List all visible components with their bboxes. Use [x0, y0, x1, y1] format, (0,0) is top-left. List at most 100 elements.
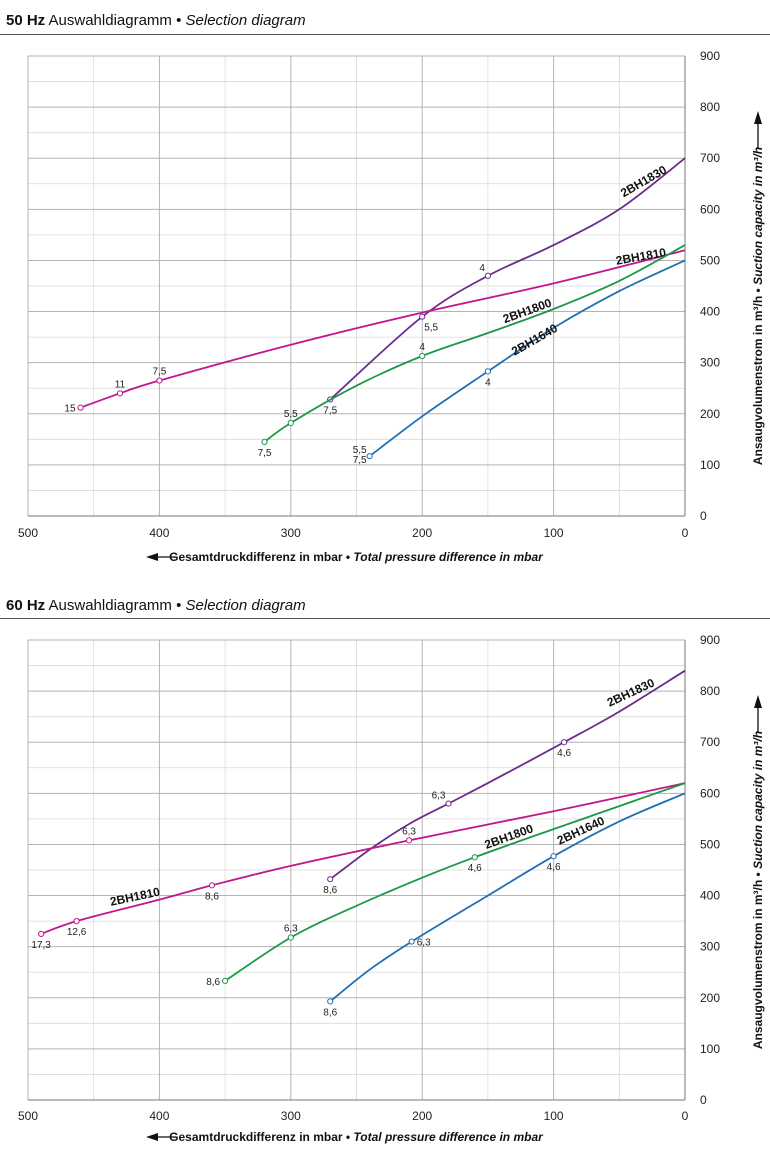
y-tick-label: 900 — [700, 49, 720, 63]
x-tick-label: 300 — [281, 1109, 301, 1123]
data-label: 4,6 — [547, 862, 561, 873]
series-2bh1830: 7,5 5,5 4 2BH1830 — [323, 157, 686, 416]
y-tick-label: 400 — [700, 305, 720, 319]
data-marker — [366, 453, 373, 460]
data-label: 15 — [64, 404, 76, 415]
data-marker — [208, 882, 216, 889]
series-2bh1800: 8,6 6,3 4,6 2BH1800 — [206, 782, 686, 988]
x-tick-label: 100 — [544, 1109, 564, 1123]
chart1-title-en: Selection diagram — [185, 12, 306, 29]
y-tick-label: 300 — [700, 940, 720, 954]
x-tick-label: 100 — [544, 526, 564, 540]
x-tick-label: 200 — [412, 1109, 432, 1123]
y-tick-label: 200 — [700, 407, 720, 421]
data-marker — [327, 876, 334, 883]
data-marker — [261, 438, 268, 445]
data-label: 8,6 — [323, 1007, 337, 1018]
series-2bh1810: 15 11 7,5 2BH1810 — [64, 245, 686, 415]
x-axis-label: Gesamtdruckdifferenz in mbar • Total pre… — [169, 550, 544, 564]
data-marker — [116, 390, 124, 397]
x-tick-label: 200 — [412, 526, 432, 540]
data-label: 7,5 — [152, 367, 166, 378]
chart2-title-rule — [0, 618, 770, 619]
series-name-label: 2BH1800 — [483, 821, 536, 852]
data-marker — [77, 404, 84, 411]
data-label: 5,5 — [284, 409, 298, 420]
y-tick-label: 0 — [700, 1093, 707, 1107]
x-axis-arrowhead — [146, 1133, 158, 1141]
chart2-title-en: Selection diagram — [185, 597, 306, 614]
data-marker — [419, 313, 426, 320]
data-label: 8,6 — [205, 891, 219, 902]
data-label: 6,3 — [284, 923, 298, 934]
x-tick-label: 400 — [149, 526, 169, 540]
series-2bh1800: 7,5 5,5 4 2BH1800 — [258, 244, 686, 459]
data-label: 5,5 — [424, 323, 438, 334]
series-line-2bh1810 — [80, 249, 686, 409]
chart1-title-hz: 50 Hz — [6, 12, 46, 29]
data-label: 8,6 — [206, 977, 220, 988]
data-label: 5,5 — [353, 445, 367, 456]
y-tick-label: 600 — [700, 786, 720, 800]
series-line-2bh1830 — [329, 157, 686, 401]
data-label: 8,6 — [323, 885, 337, 896]
data-marker — [287, 419, 294, 427]
data-label: 11 — [115, 379, 126, 390]
data-marker — [38, 930, 45, 937]
data-label: 6,3 — [432, 791, 446, 802]
chart2-title-de: Auswahldiagramm — [48, 597, 172, 614]
data-label: 17,3 — [31, 940, 51, 951]
data-marker — [73, 918, 80, 925]
series-name-label: 2BH1800 — [501, 296, 554, 327]
y-tick-label: 700 — [700, 735, 720, 749]
y-tick-label: 700 — [700, 151, 720, 165]
chart1-title-rule — [0, 34, 770, 35]
data-label: 7,5 — [323, 405, 337, 416]
series-line-2bh1810 — [40, 782, 686, 935]
data-label: 6,3 — [402, 826, 416, 837]
chart1-title-bullet: • — [176, 12, 182, 29]
chart-50hz: 500 400 300 200 100 00 100 200 300 400 500 600 700 80… — [18, 49, 765, 564]
series-name-label: 2BH1640 — [509, 321, 560, 359]
series-line-2bh1640 — [369, 259, 686, 457]
y-axis-label: Ansaugvolumenstrom in m³/h • Suction cap… — [751, 147, 765, 465]
x-tick-label: 0 — [682, 1109, 689, 1123]
x-axis-arrowhead — [146, 553, 158, 561]
data-marker — [156, 377, 163, 384]
y-tick-label: 800 — [700, 684, 720, 698]
series-name-label: 2BH1810 — [615, 245, 668, 268]
data-marker — [408, 938, 415, 945]
y-tick-label: 500 — [700, 837, 720, 851]
data-marker — [405, 837, 413, 844]
data-label: 4 — [479, 263, 485, 274]
x-tick-label: 500 — [18, 526, 38, 540]
y-tick-label: 400 — [700, 889, 720, 903]
series-line-2bh1800 — [263, 244, 686, 443]
data-label: 4,6 — [557, 748, 571, 759]
data-label: 4 — [419, 342, 425, 353]
chart2-title-hz: 60 Hz — [6, 597, 46, 614]
data-marker — [561, 739, 568, 746]
y-axis-arrowhead — [754, 111, 762, 124]
y-tick-label: 500 — [700, 253, 720, 267]
data-marker — [419, 352, 426, 360]
series-line-2bh1830 — [329, 669, 686, 880]
x-tick-label: 300 — [281, 526, 301, 540]
data-label: 7,5 — [258, 448, 272, 459]
chart2-title: 60 Hz Auswahldiagramm • Selection diagra… — [6, 597, 306, 614]
chart2-title-bullet: • — [176, 597, 182, 614]
series-line-2bh1640 — [329, 792, 686, 1003]
data-marker — [471, 854, 478, 861]
y-tick-label: 200 — [700, 991, 720, 1005]
y-tick-label: 100 — [700, 458, 720, 472]
data-marker — [327, 998, 334, 1005]
x-axis-label: Gesamtdruckdifferenz in mbar • Total pre… — [169, 1130, 544, 1144]
y-tick-label: 900 — [700, 633, 720, 647]
data-marker — [484, 368, 491, 375]
data-marker — [550, 853, 557, 860]
minor-grid — [28, 640, 685, 1100]
data-label: 12,6 — [67, 927, 87, 938]
y-tick-label: 600 — [700, 202, 720, 216]
